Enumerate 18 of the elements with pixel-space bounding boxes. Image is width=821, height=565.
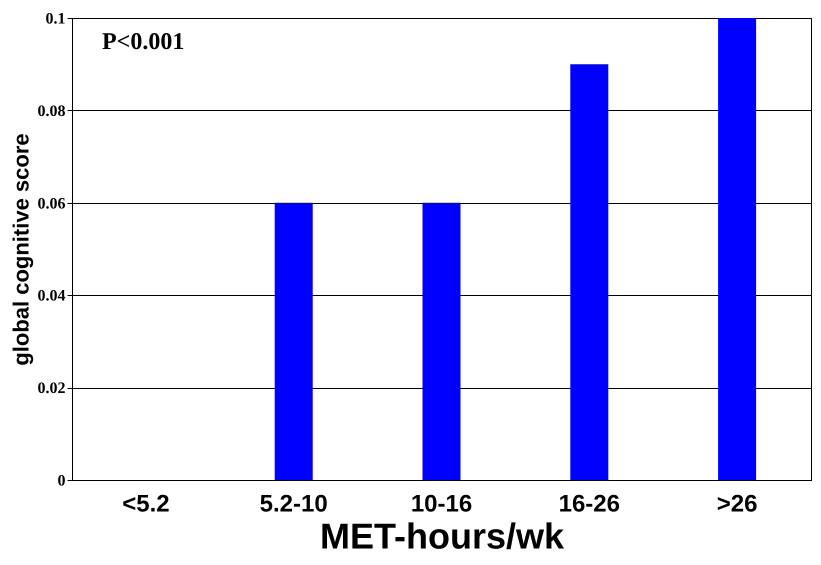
y-tick-label: 0.02 <box>38 380 66 398</box>
bar <box>422 202 460 480</box>
x-axis-title: MET-hours/wk <box>320 516 565 556</box>
y-axis-title: global cognitive score <box>8 133 34 366</box>
y-tick-label: 0.04 <box>38 288 66 305</box>
x-tick-label: 5.2-10 <box>260 490 328 518</box>
bar <box>570 64 608 480</box>
y-tick-label: 0.1 <box>46 10 66 28</box>
y-tick-label: 0 <box>58 472 66 490</box>
x-tick-label: 10-16 <box>410 490 472 518</box>
y-tick-label: 0.08 <box>38 102 66 120</box>
x-tick-label: >26 <box>716 490 758 518</box>
bar <box>718 18 756 480</box>
x-tick-label: <5.2 <box>122 490 170 518</box>
annotation: P<0.001 <box>102 29 184 55</box>
x-tick-label: 16-26 <box>558 490 620 518</box>
y-tick-label: 0.06 <box>38 195 66 212</box>
bar <box>274 202 313 480</box>
